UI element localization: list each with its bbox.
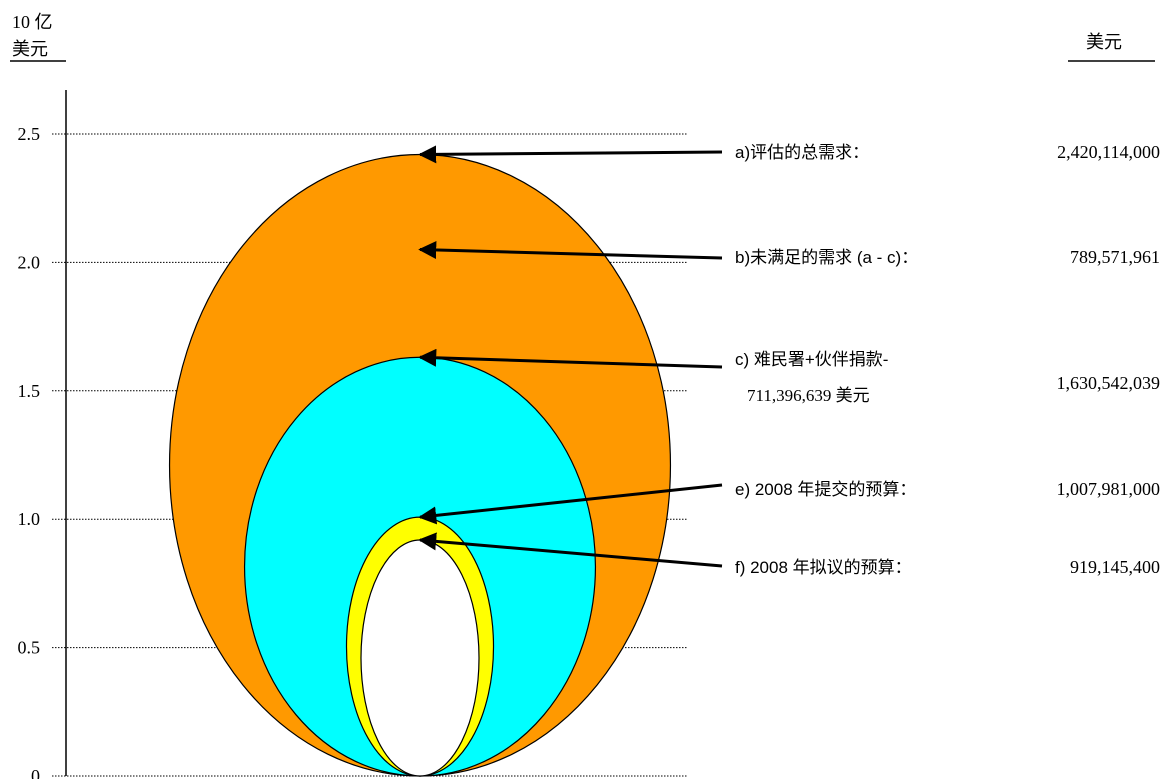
annotation-arrows — [418, 145, 723, 568]
label-submitted-budget: e) 2008 年提交的预算： — [735, 480, 916, 499]
label-unmet-need: b)未满足的需求 (a - c)： — [735, 248, 918, 267]
arrow-submitted-budget — [418, 483, 723, 525]
ellipses — [168, 153, 672, 777]
y-tick-label: 2.5 — [18, 124, 41, 144]
label-contributions: c) 难民署+伙伴捐款- — [735, 350, 888, 369]
y-tick-label: 1.0 — [18, 509, 41, 529]
arrow-unmet-need — [418, 241, 723, 260]
value-unmet-need: 789,571,961 — [1070, 247, 1160, 267]
arrow-proposed-budget — [418, 532, 723, 568]
y-tick-label: 1.5 — [18, 381, 41, 401]
y-tick-labels: 0 0.5 1.0 1.5 2.0 2.5 — [18, 124, 41, 779]
ellipse-proposed-budget — [360, 539, 480, 777]
label-proposed-budget: f) 2008 年拟议的预算： — [735, 558, 912, 577]
y-tick-label: 0.5 — [18, 638, 41, 658]
label-contributions-line2: 711,396,639 美元 — [747, 386, 870, 405]
value-contributions: 1,630,542,039 — [1057, 373, 1161, 393]
value-unit-label: 美元 — [1086, 32, 1122, 52]
label-total-need: a)评估的总需求： — [735, 143, 869, 162]
arrow-total-need — [418, 145, 723, 164]
y-unit-line2: 美元 — [12, 39, 48, 59]
y-unit-line1: 10 亿 — [12, 12, 53, 32]
y-tick-label: 2.0 — [18, 252, 41, 272]
value-proposed-budget: 919,145,400 — [1070, 557, 1160, 577]
value-total-need: 2,420,114,000 — [1057, 142, 1160, 162]
y-tick-label: 0 — [31, 766, 40, 779]
value-submitted-budget: 1,007,981,000 — [1057, 479, 1161, 499]
arrow-contributions — [418, 348, 723, 369]
